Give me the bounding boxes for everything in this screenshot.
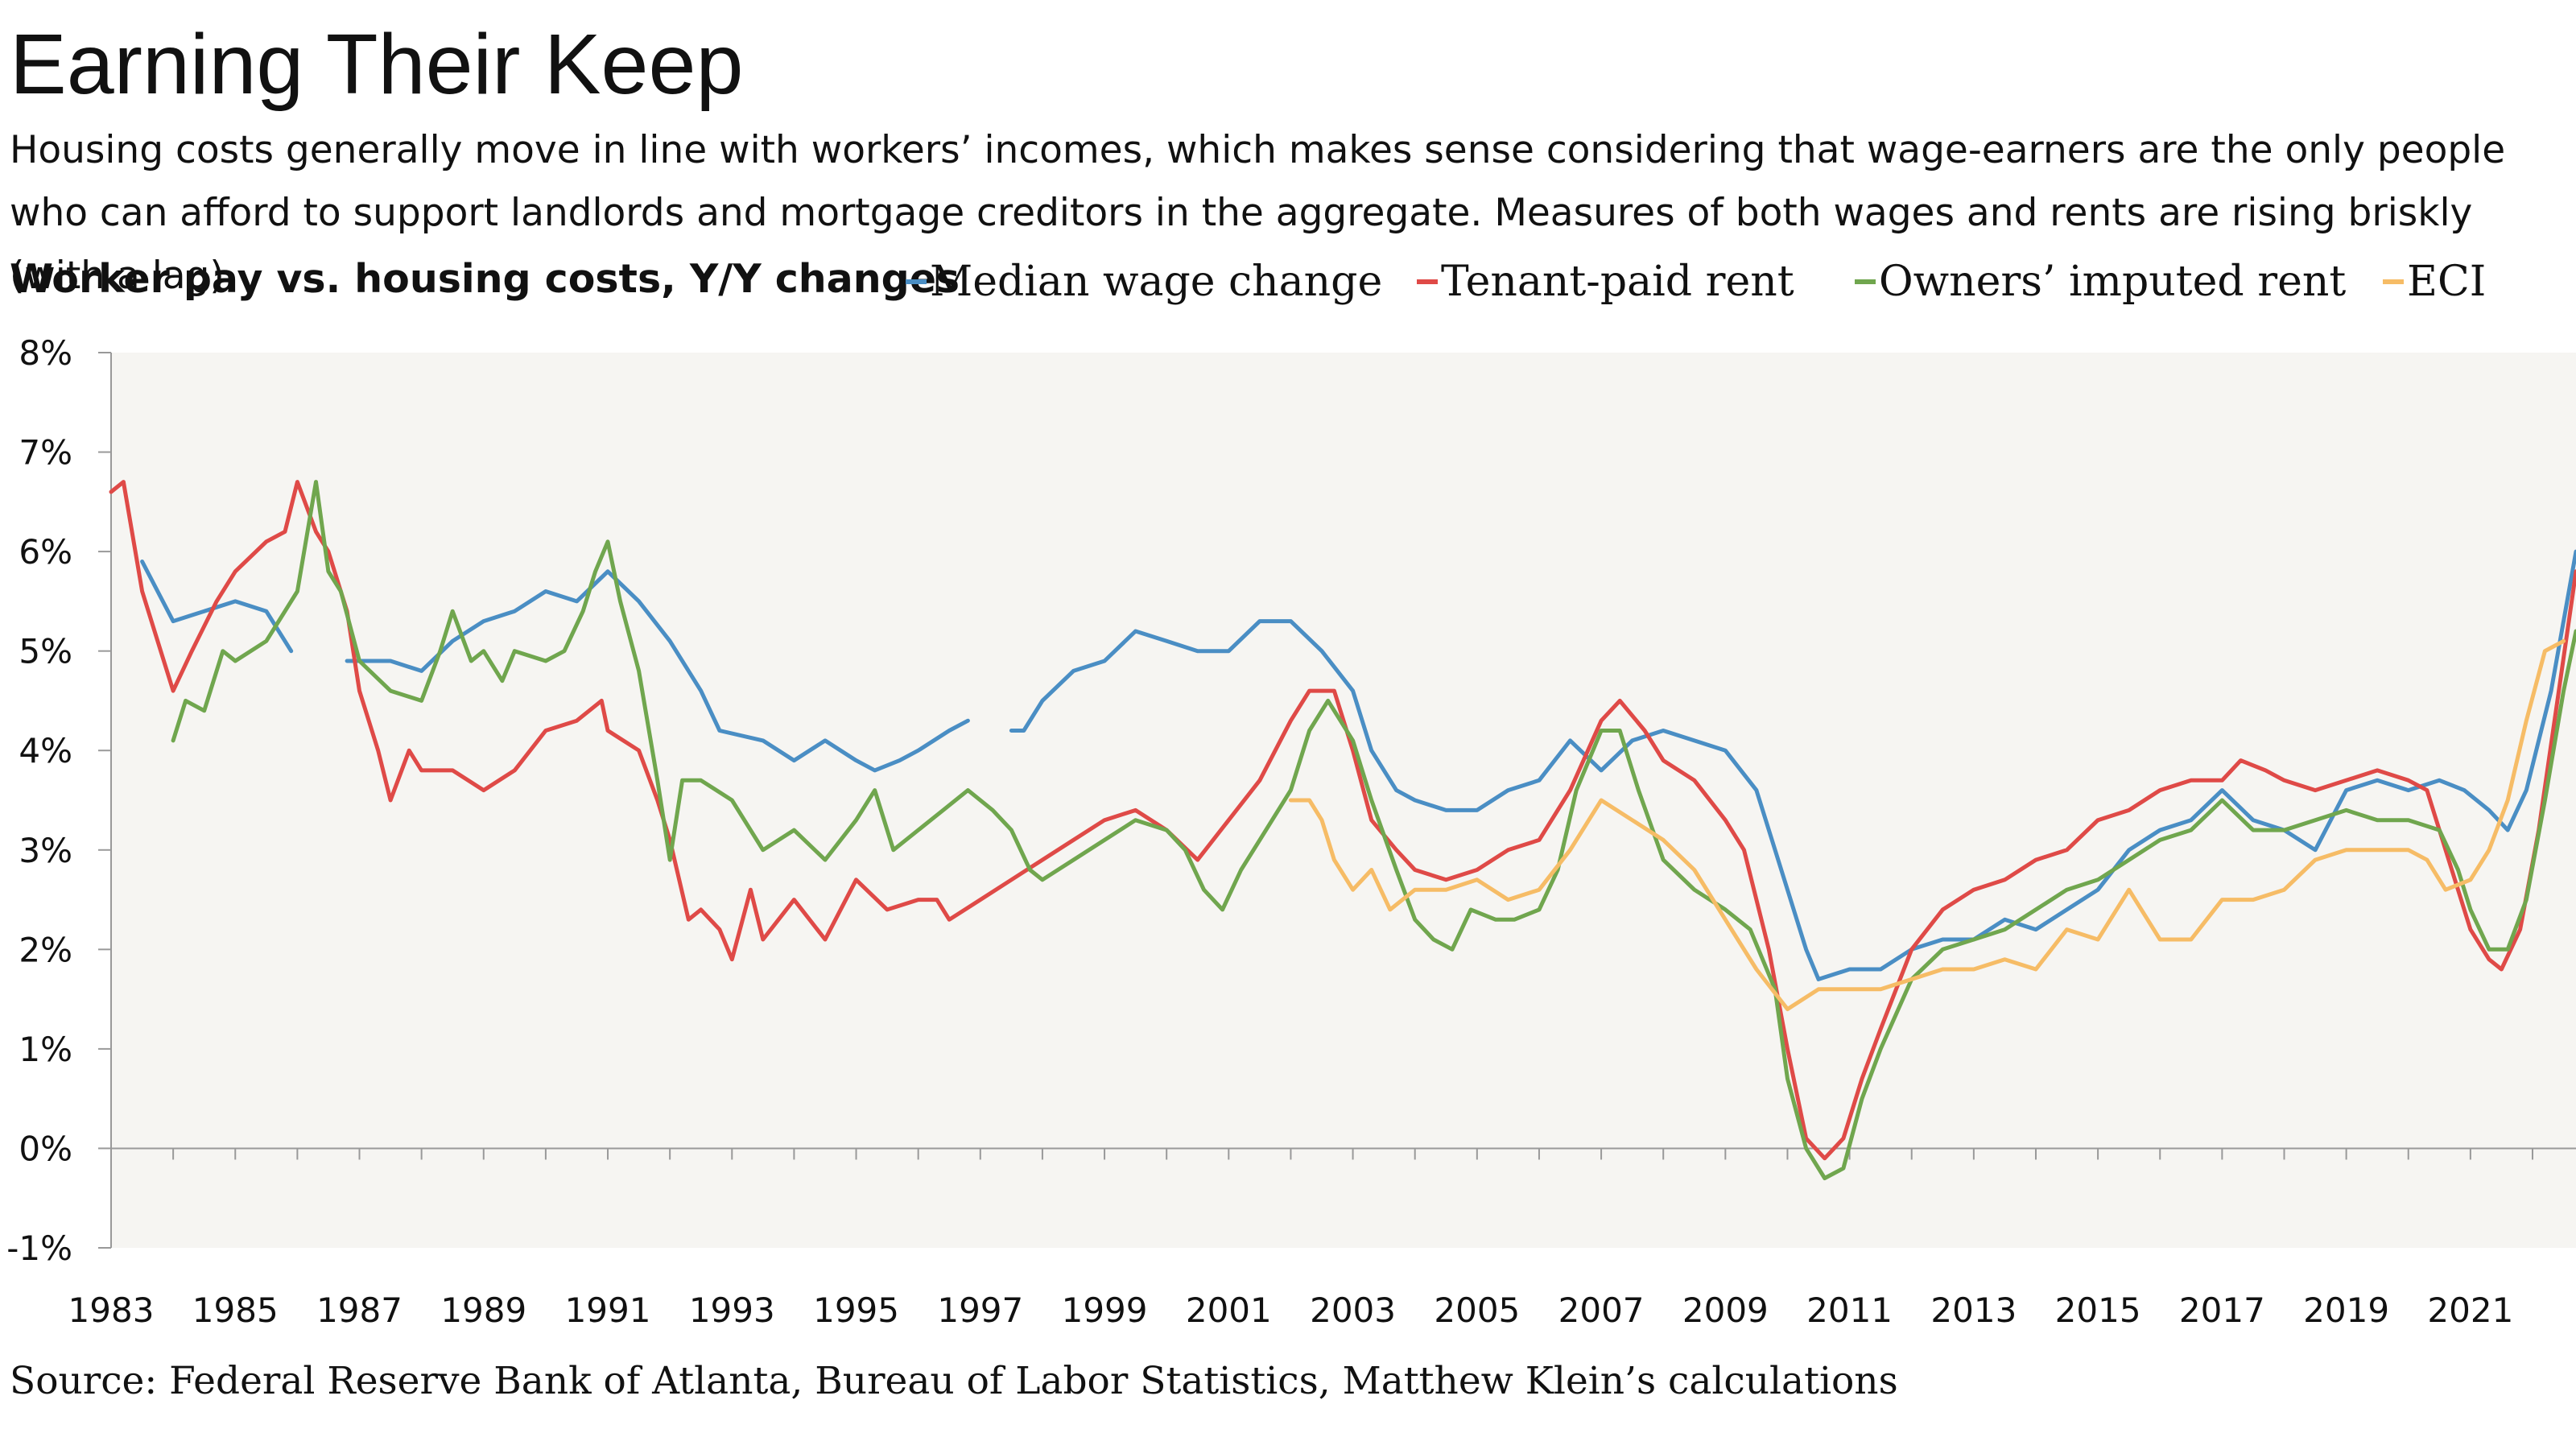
y-tick-label: 6%	[19, 532, 72, 572]
legend-item-tenant-rent: Tenant-paid rent	[1417, 258, 1794, 306]
chart-series-title: Worker pay vs. housing costs, Y/Y change…	[10, 256, 960, 302]
y-tick-label: 2%	[19, 930, 72, 969]
y-tick-label: 4%	[19, 731, 72, 770]
legend-label-owners-rent: Owners’ imputed rent	[1879, 258, 2347, 306]
series-line-median-wage-change-seg-0	[140, 560, 294, 654]
y-tick-label: 7%	[19, 433, 72, 473]
x-tick-label: 1983	[68, 1291, 155, 1330]
legend-swatch-eci	[2383, 279, 2404, 284]
x-tick-label: 1985	[192, 1291, 279, 1330]
x-tick-label: 2015	[2055, 1291, 2141, 1330]
series-line-owners-imputed-rent-seg-0	[171, 480, 2576, 1180]
x-tick-label: 2007	[1558, 1291, 1645, 1330]
legend-swatch-owners-rent	[1855, 279, 1876, 284]
x-tick-label: 1991	[565, 1291, 651, 1330]
x-tick-label: 2021	[2427, 1291, 2513, 1330]
y-tick-label: -1%	[6, 1229, 72, 1268]
x-tick-label: 2019	[2303, 1291, 2389, 1330]
x-tick-label: 1995	[813, 1291, 899, 1330]
x-tick-label: 1997	[937, 1291, 1023, 1330]
x-tick-label: 1987	[316, 1291, 402, 1330]
legend-swatch-median-wage	[906, 279, 927, 284]
x-tick-label: 2005	[1434, 1291, 1520, 1330]
series-line-tenant-paid-rent-seg-0	[109, 480, 2576, 1161]
y-tick-label: 1%	[19, 1030, 72, 1069]
x-tick-label: 2013	[1930, 1291, 2017, 1330]
chart-title: Earning Their Keep	[10, 17, 744, 112]
chart-subtitle: Housing costs generally move in line wit…	[10, 128, 2506, 298]
series-line-median-wage-change-seg-1	[345, 569, 970, 773]
y-tick-label: 3%	[19, 831, 72, 870]
plot-area	[111, 353, 2576, 1248]
line-chart: 8% 7% 6% 5% 4% 3% 2% 1% 0% -1% 1983 1985 1987 1989 199…	[6, 333, 2576, 1330]
legend-swatch-tenant-rent	[1417, 279, 1438, 284]
legend-label-tenant-rent: Tenant-paid rent	[1441, 258, 1794, 306]
series-line-eci-seg-0	[1288, 638, 2566, 1011]
legend-item-owners-rent: Owners’ imputed rent	[1855, 258, 2346, 306]
series-line-median-wage-change-seg-2	[1009, 549, 2576, 981]
x-tick-label: 2003	[1310, 1291, 1396, 1330]
y-tick-label: 0%	[19, 1129, 72, 1168]
y-tick-label: 5%	[19, 632, 72, 671]
legend-item-median-wage: Median wage change	[906, 258, 1382, 306]
legend-label-eci: ECI	[2407, 258, 2487, 306]
legend-item-eci: ECI	[2383, 258, 2486, 306]
x-tick-label: 2009	[1682, 1291, 1769, 1330]
legend-label-median-wage: Median wage change	[930, 258, 1383, 306]
x-tick-label: 2017	[2179, 1291, 2265, 1330]
x-tick-label: 1999	[1062, 1291, 1148, 1330]
x-tick-label: 1993	[689, 1291, 775, 1330]
x-tick-label: 1989	[440, 1291, 526, 1330]
source-note: Source: Federal Reserve Bank of Atlanta,…	[10, 1359, 1898, 1403]
x-tick-label: 2001	[1186, 1291, 1272, 1330]
x-tick-label: 2011	[1806, 1291, 1893, 1330]
y-tick-label: 8%	[19, 333, 72, 373]
